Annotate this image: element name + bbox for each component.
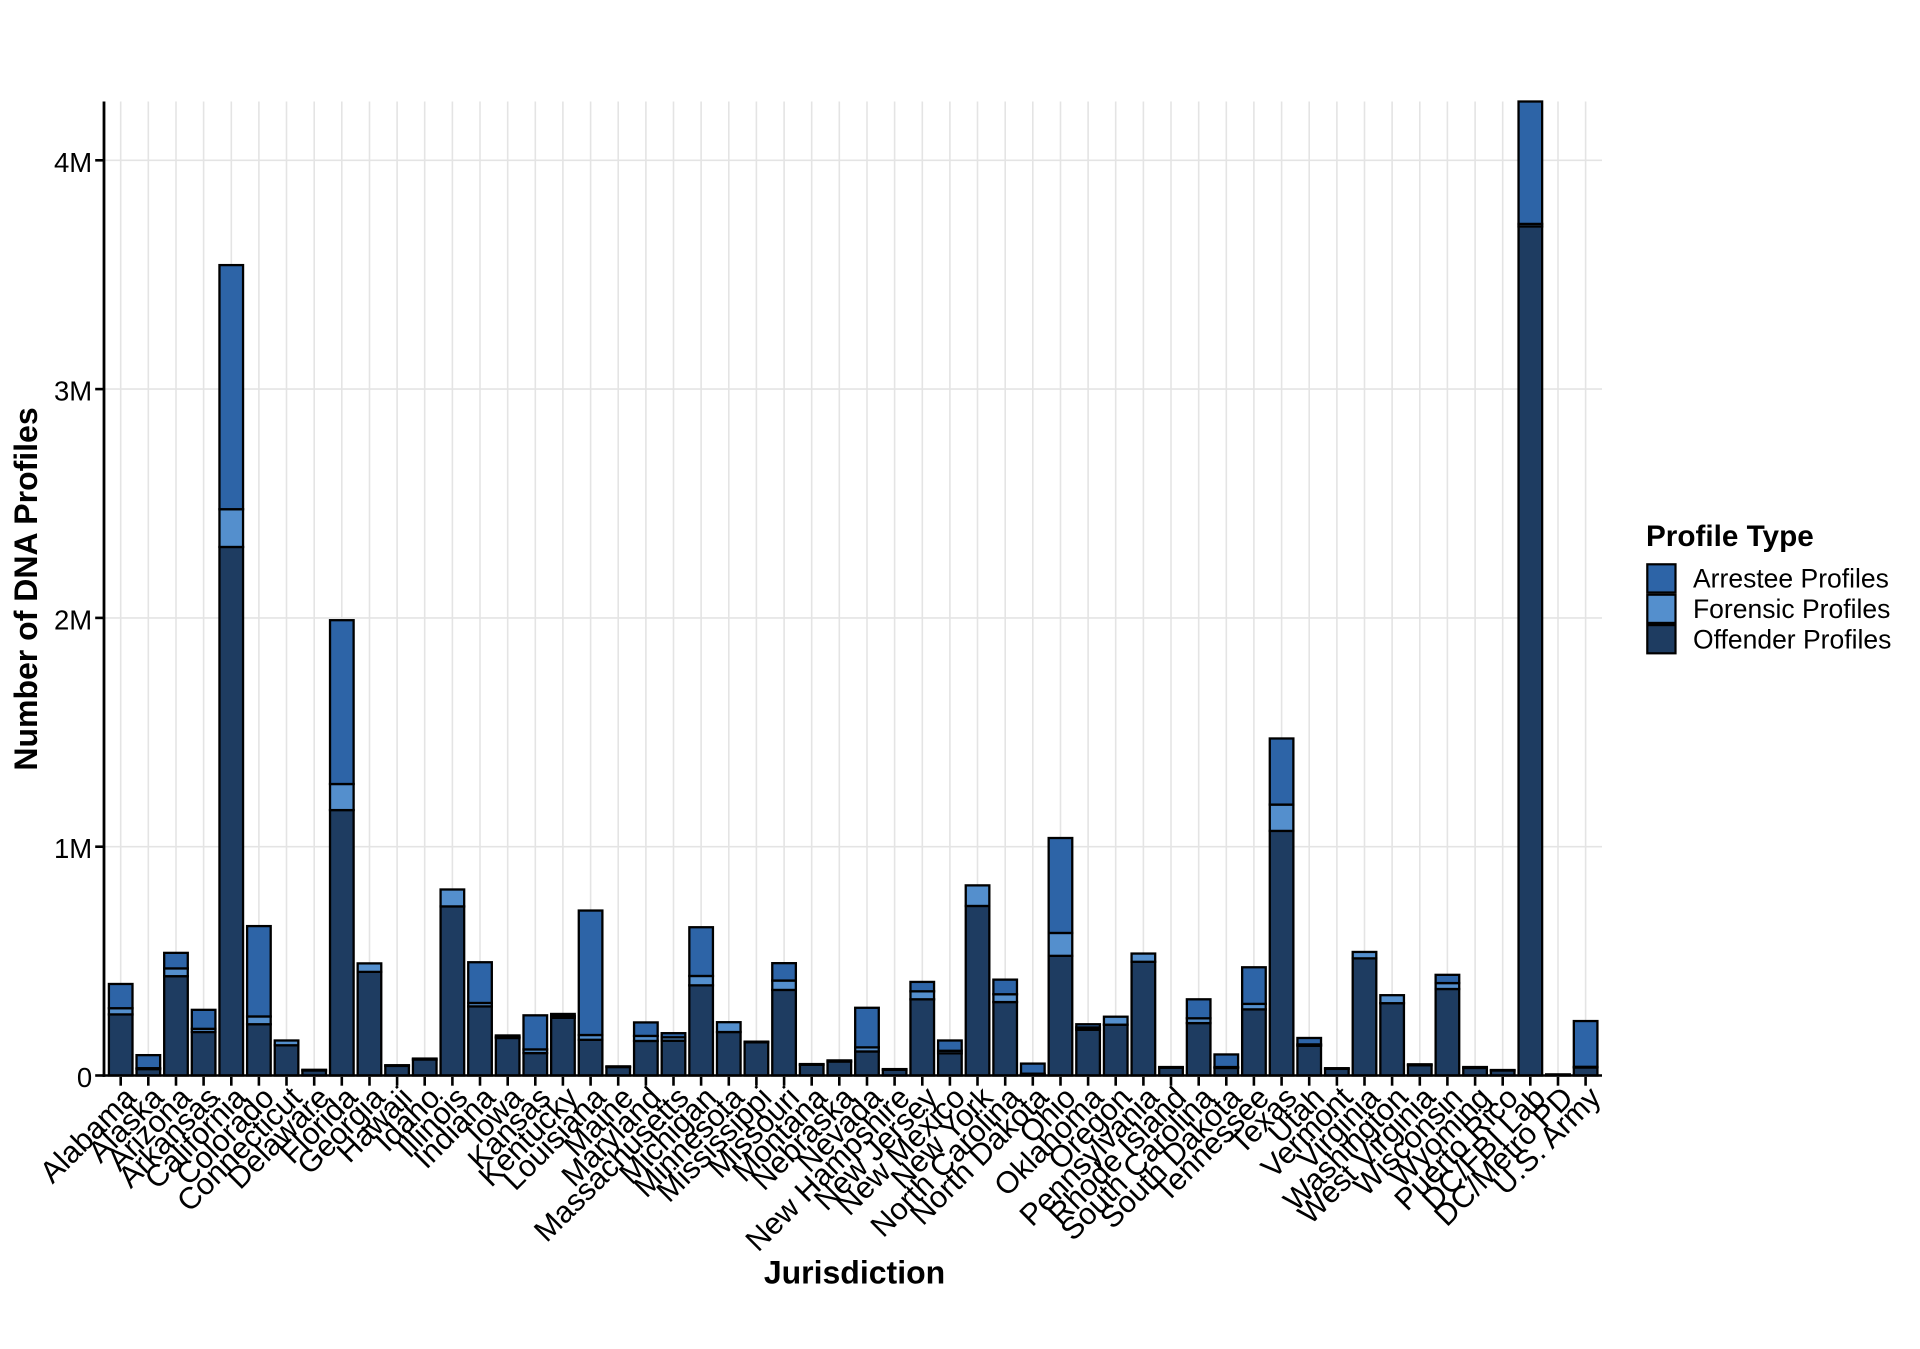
svg-text:2M: 2M bbox=[54, 604, 92, 635]
svg-text:0: 0 bbox=[77, 1062, 92, 1093]
svg-text:Profile Type: Profile Type bbox=[1646, 520, 1814, 553]
svg-text:4M: 4M bbox=[54, 147, 92, 178]
svg-text:Arrestee Profiles: Arrestee Profiles bbox=[1693, 564, 1889, 594]
svg-text:Offender Profiles: Offender Profiles bbox=[1693, 624, 1891, 654]
svg-text:Forensic Profiles: Forensic Profiles bbox=[1693, 594, 1890, 624]
svg-text:Number of DNA Profiles: Number of DNA Profiles bbox=[8, 407, 44, 770]
svg-text:Jurisdiction: Jurisdiction bbox=[764, 1255, 945, 1291]
svg-text:1M: 1M bbox=[54, 833, 92, 864]
svg-text:3M: 3M bbox=[54, 376, 92, 407]
